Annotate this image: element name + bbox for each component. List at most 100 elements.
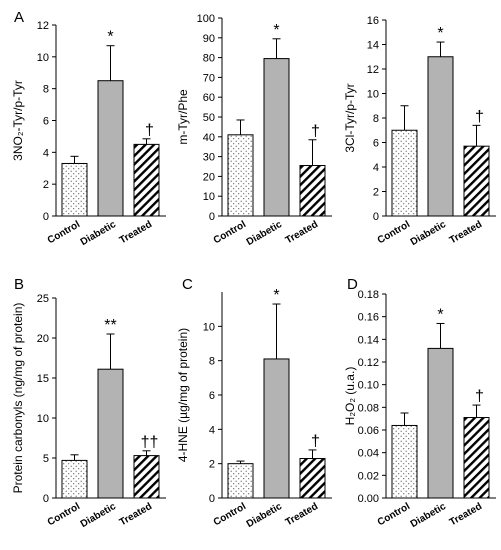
bar-diabetic <box>97 368 124 499</box>
y-tick-label: 0.00 <box>358 493 379 505</box>
bar-control <box>227 463 254 499</box>
category-label: Diabetic <box>79 501 119 530</box>
y-tick-label: 0 <box>209 493 215 505</box>
y-tick-label: 10 <box>203 191 215 203</box>
y-tick-label: 50 <box>203 112 215 124</box>
significance-mark: * <box>273 22 279 39</box>
y-tick-label: 20 <box>37 333 49 345</box>
bar-treated <box>133 455 160 499</box>
y-tick-label: 0 <box>209 211 215 223</box>
category-label: Diabetic <box>79 219 119 248</box>
y-tick-label: 6 <box>373 138 379 150</box>
category-label: Treated <box>284 501 320 528</box>
y-tick-label: 40 <box>203 132 215 144</box>
category-label: Treated <box>118 219 154 246</box>
y-axis-title: H₂O₂ (u.a.) <box>343 367 357 426</box>
y-tick-label: 8 <box>373 113 379 125</box>
significance-mark: †† <box>141 434 159 451</box>
bar-control <box>227 134 254 217</box>
category-label: Treated <box>118 501 154 528</box>
y-tick-label: 8 <box>43 84 49 96</box>
y-tick-label: 0.16 <box>358 312 379 324</box>
y-tick-label: 10 <box>203 321 215 333</box>
y-tick-label: 10 <box>37 52 49 64</box>
y-tick-label: 100 <box>197 13 215 25</box>
y-axis-title: 3Cl-Tyr/p-Tyr <box>343 83 357 152</box>
panel-letter: C <box>182 276 193 293</box>
panel-letter: D <box>347 276 358 293</box>
significance-mark: † <box>475 108 484 125</box>
category-label: Treated <box>448 219 484 246</box>
y-tick-label: 2 <box>373 187 379 199</box>
y-tick-label: 12 <box>37 20 49 32</box>
y-tick-label: 4 <box>43 147 49 159</box>
category-label: Diabetic <box>409 219 449 248</box>
y-tick-label: 5 <box>43 453 49 465</box>
y-tick-label: 0.10 <box>358 380 379 392</box>
y-tick-label: 6 <box>209 390 215 402</box>
y-axis-title: 4-HNE (µg/mg of protein) <box>176 328 190 462</box>
category-label: Diabetic <box>245 501 285 530</box>
y-tick-label: 4 <box>209 424 215 436</box>
bar-diabetic <box>263 358 290 499</box>
y-tick-label: 0.02 <box>358 470 379 482</box>
panel-letter: B <box>14 276 24 293</box>
bar-control <box>391 129 418 217</box>
significance-mark: † <box>145 122 154 139</box>
bar-treated <box>463 417 490 499</box>
category-label: Control <box>46 501 82 528</box>
significance-mark: * <box>437 306 443 323</box>
chart-panel-3: 0 2 4 6 8 10 12 14 16 3Cl-Tyr/p-Tyr Control * Diabet… <box>343 15 496 248</box>
y-tick-label: 30 <box>203 152 215 164</box>
category-label: Diabetic <box>409 501 449 530</box>
y-tick-label: 16 <box>367 15 379 27</box>
category-label: Control <box>46 219 82 246</box>
y-tick-label: 25 <box>37 293 49 305</box>
chart-panel-5: C 0 2 4 6 8 10 4-HNE (µg/mg of protein) Control *… <box>176 276 332 530</box>
y-tick-label: 0.14 <box>358 334 379 346</box>
bar-treated <box>133 143 160 217</box>
y-axis-title: m-Tyr/Phe <box>176 89 190 145</box>
bar-treated <box>299 458 326 499</box>
y-tick-label: 0 <box>373 211 379 223</box>
y-axis-title: 3NO₂-Tyr/p-Tyr <box>11 80 25 161</box>
y-tick-label: 12 <box>367 64 379 76</box>
chart-panel-1: A 0 2 4 6 8 10 12 3NO₂-Tyr/p-Tyr Control * Diabetic… <box>11 9 166 248</box>
significance-mark: * <box>273 287 279 304</box>
bar-control <box>61 162 88 217</box>
y-tick-label: 20 <box>203 171 215 183</box>
y-tick-label: 0.08 <box>358 402 379 414</box>
y-tick-label: 14 <box>367 40 379 52</box>
category-label: Control <box>212 501 248 528</box>
bar-diabetic <box>427 347 454 499</box>
category-label: Diabetic <box>245 219 285 248</box>
y-tick-label: 2 <box>43 179 49 191</box>
y-tick-label: 2 <box>209 459 215 471</box>
significance-mark: * <box>107 29 113 46</box>
bar-control <box>61 459 88 499</box>
panel-letter: A <box>14 9 24 26</box>
category-label: Control <box>212 219 248 246</box>
significance-mark: † <box>311 123 320 140</box>
significance-mark: † <box>475 388 484 405</box>
y-tick-label: 0.06 <box>358 425 379 437</box>
y-tick-label: 10 <box>37 413 49 425</box>
category-label: Control <box>376 501 412 528</box>
y-tick-label: 0 <box>43 493 49 505</box>
significance-mark: * <box>437 25 443 42</box>
y-tick-label: 90 <box>203 33 215 45</box>
category-label: Treated <box>284 219 320 246</box>
bar-diabetic <box>427 56 454 217</box>
bar-treated <box>463 145 490 217</box>
chart-panel-6: D 0.00 0.02 0.04 0.06 0.08 0.10 0.12 0.14 0.16 0.1… <box>343 276 496 530</box>
chart-panel-2: 0 10 20 30 40 50 60 70 80 90 100 m-Tyr/Phe Control * D… <box>176 13 332 248</box>
significance-mark: ** <box>104 317 116 334</box>
y-tick-label: 60 <box>203 92 215 104</box>
y-tick-label: 10 <box>367 89 379 101</box>
y-tick-label: 0.12 <box>358 357 379 369</box>
category-label: Control <box>376 219 412 246</box>
y-tick-label: 80 <box>203 53 215 65</box>
y-tick-label: 4 <box>373 162 379 174</box>
y-tick-label: 0 <box>43 211 49 223</box>
